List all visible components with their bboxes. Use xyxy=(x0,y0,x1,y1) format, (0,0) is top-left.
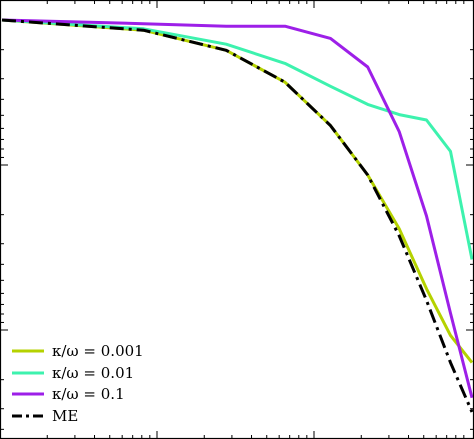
series-line-0 xyxy=(1,18,474,364)
legend: κ/ω = 0.001 κ/ω = 0.01 κ/ω = 0.1 ME xyxy=(12,342,144,425)
legend-item: κ/ω = 0.01 xyxy=(12,364,134,382)
series-line-3 xyxy=(1,18,474,413)
series-line-2 xyxy=(1,18,474,399)
series-lines xyxy=(1,18,474,413)
legend-item: ME xyxy=(12,407,78,425)
legend-label-0: κ/ω = 0.001 xyxy=(52,342,144,360)
legend-item: κ/ω = 0.001 xyxy=(12,342,144,360)
legend-label-2: κ/ω = 0.1 xyxy=(52,385,125,403)
legend-item: κ/ω = 0.1 xyxy=(12,385,125,403)
legend-label-1: κ/ω = 0.01 xyxy=(52,364,134,382)
legend-label-3: ME xyxy=(52,407,78,425)
series-line-1 xyxy=(1,18,474,260)
